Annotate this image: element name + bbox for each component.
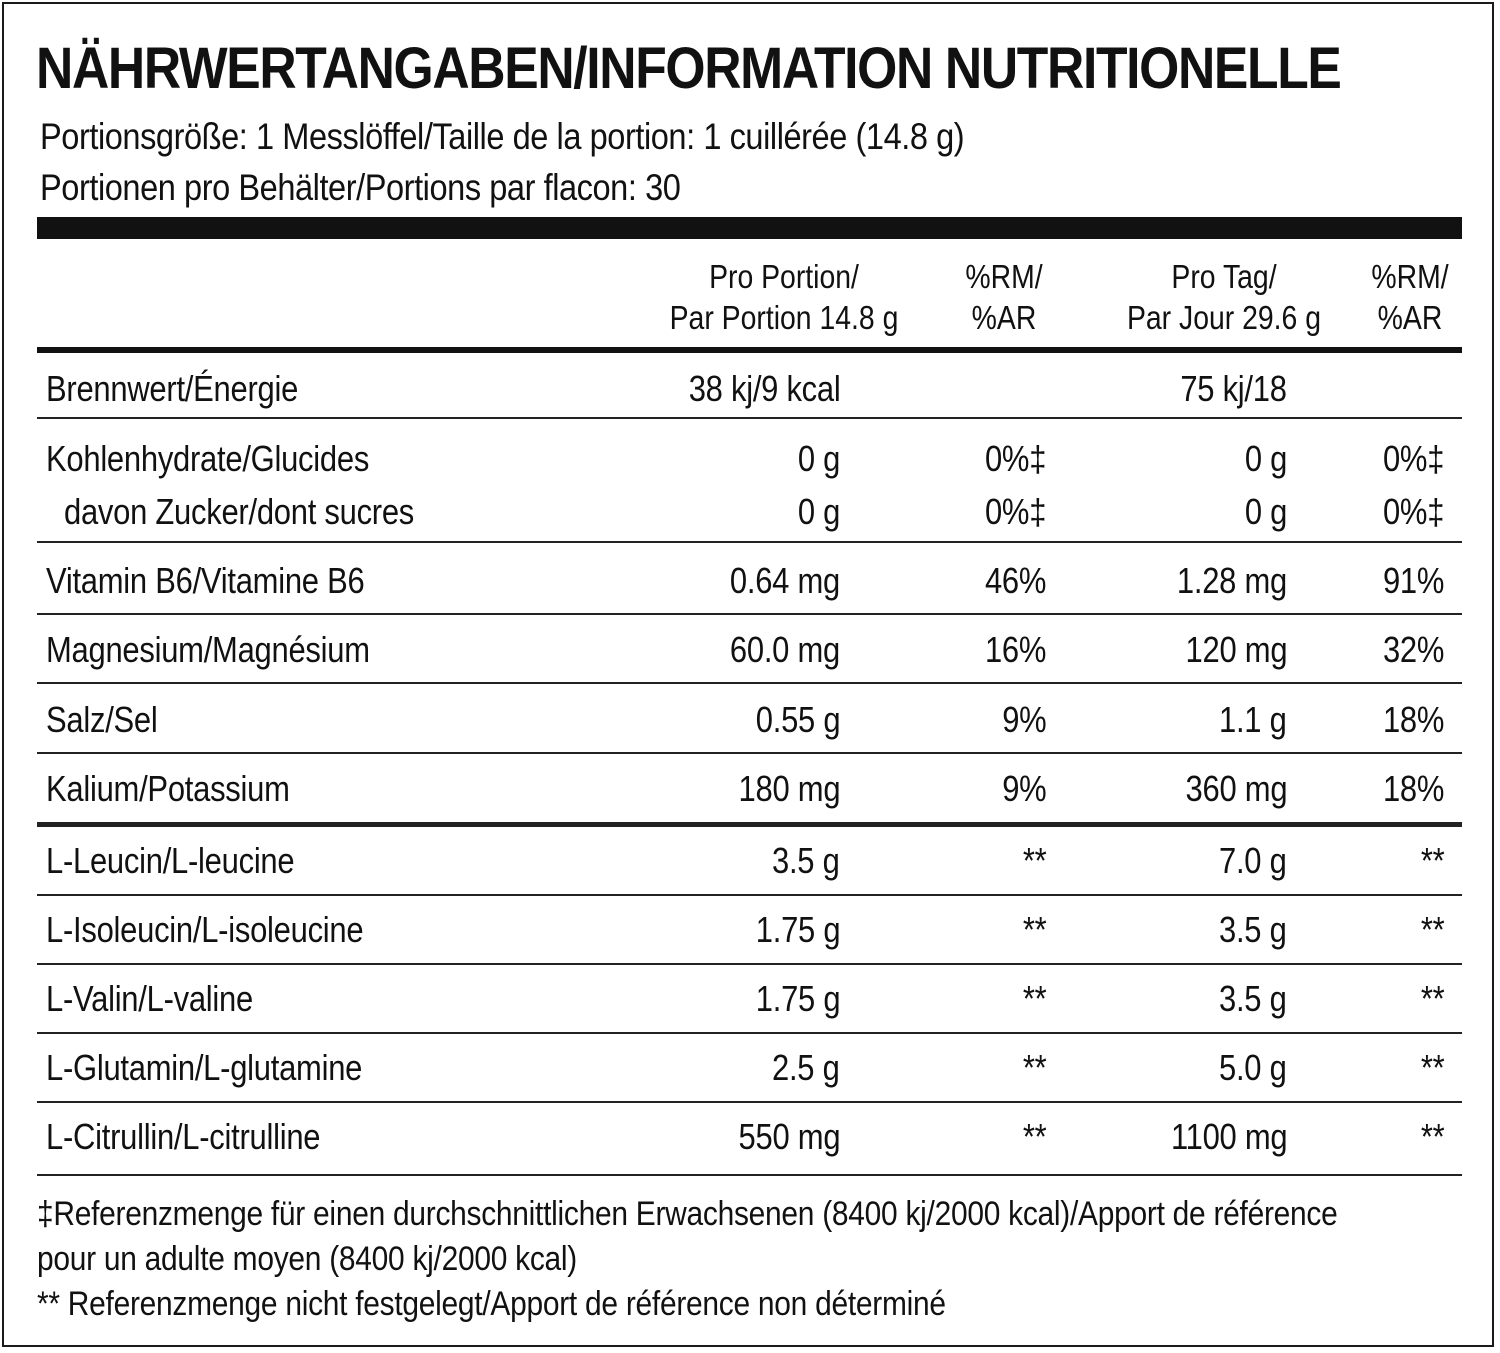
nutrient-label: L-Leucin/L-leucine: [46, 840, 295, 881]
nutrient-label: Brennwert/Énergie: [46, 368, 299, 409]
footnote-not-established: ** Referenzmenge nicht festgelegt/Apport…: [37, 1285, 946, 1323]
row-divider: [37, 1101, 1462, 1103]
rm-portion-value: **: [1022, 1116, 1046, 1157]
per-day-value: 75 kj/18: [1180, 368, 1288, 409]
header-rm-day: %RM/ %AR: [1358, 257, 1461, 339]
top-thick-rule: [37, 217, 1462, 239]
row-divider: [37, 963, 1462, 965]
header-rm-portion-line2: %AR: [971, 298, 1037, 336]
nutrient-label: Kohlenhydrate/Glucides: [46, 438, 370, 479]
rm-portion-value: 9%: [1001, 699, 1046, 740]
row-divider: [37, 752, 1462, 754]
header-per-day: Pro Tag/ Par Jour 29.6 g: [1095, 257, 1353, 339]
rm-portion-value: **: [1022, 909, 1046, 950]
per-portion-value: 3.5 g: [772, 840, 840, 881]
rm-portion-value: 9%: [1001, 768, 1046, 809]
header-per-portion-line2: Par Portion 14.8 g: [669, 298, 899, 336]
per-day-value: 5.0 g: [1219, 1047, 1287, 1088]
footnote-reference-line2: pour un adulte moyen (8400 kj/2000 kcal): [37, 1240, 577, 1278]
rm-day-value: 18%: [1382, 768, 1444, 809]
nutrient-label: Vitamin B6/Vitamine B6: [46, 560, 365, 601]
rm-day-value: 18%: [1382, 699, 1444, 740]
row-divider: [37, 822, 1462, 827]
footnote-reference-line1: ‡Referenzmenge für einen durchschnittlic…: [37, 1195, 1338, 1233]
per-day-value: 0 g: [1244, 438, 1288, 479]
nutrient-label: L-Glutamin/L-glutamine: [46, 1047, 363, 1088]
nutrient-label: Magnesium/Magnésium: [46, 629, 370, 670]
header-rm-portion-line1: %RM/: [965, 258, 1043, 295]
per-portion-value: 2.5 g: [772, 1047, 840, 1088]
rm-day-value: **: [1420, 1116, 1444, 1157]
per-day-value: 1100 mg: [1170, 1116, 1288, 1157]
per-day-value: 0 g: [1244, 491, 1288, 532]
header-rm-day-line1: %RM/: [1371, 258, 1449, 295]
per-day-value: 120 mg: [1185, 629, 1287, 670]
rm-day-value: 0%‡: [1382, 491, 1444, 532]
per-portion-value: 1.75 g: [755, 978, 840, 1019]
rm-portion-value: 16%: [984, 629, 1046, 670]
per-portion-value: 38 kj/9 kcal: [688, 368, 840, 409]
nutrient-label: Salz/Sel: [46, 699, 158, 740]
header-per-day-line1: Pro Tag/: [1171, 258, 1277, 295]
per-portion-value: 0.64 mg: [729, 560, 840, 601]
rm-portion-value: **: [1022, 840, 1046, 881]
header-rm-day-line2: %AR: [1377, 298, 1443, 336]
per-portion-value: 0 g: [797, 438, 841, 479]
rm-day-value: **: [1420, 1047, 1444, 1088]
rm-portion-value: 0%‡: [984, 491, 1046, 532]
per-day-value: 3.5 g: [1219, 978, 1287, 1019]
per-portion-value: 1.75 g: [755, 909, 840, 950]
per-day-value: 1.28 mg: [1176, 560, 1287, 601]
nutrient-label: L-Isoleucin/L-isoleucine: [46, 909, 364, 950]
per-day-value: 360 mg: [1185, 768, 1287, 809]
row-divider: [37, 682, 1462, 684]
per-portion-value: 60.0 mg: [729, 629, 840, 670]
per-portion-value: 0 g: [797, 491, 841, 532]
nutrient-label: Kalium/Potassium: [46, 768, 290, 809]
per-portion-value: 0.55 g: [755, 699, 840, 740]
header-per-portion: Pro Portion/ Par Portion 14.8 g: [655, 257, 913, 339]
header-rm-portion: %RM/ %AR: [952, 257, 1055, 339]
header-per-portion-line1: Pro Portion/: [709, 258, 859, 295]
per-day-value: 3.5 g: [1219, 909, 1287, 950]
nutrient-label: davon Zucker/dont sucres: [64, 491, 415, 532]
table-bottom-rule: [37, 1174, 1462, 1176]
per-portion-value: 550 mg: [738, 1116, 840, 1157]
rm-day-value: 0%‡: [1382, 438, 1444, 479]
row-divider: [37, 1032, 1462, 1034]
row-divider: [37, 894, 1462, 896]
rm-day-value: 91%: [1382, 560, 1444, 601]
panel-title: NÄHRWERTANGABEN/INFORMATION NUTRITIONELL…: [36, 36, 1342, 101]
nutrient-label: L-Citrullin/L-citrulline: [46, 1116, 321, 1157]
row-divider: [37, 613, 1462, 615]
row-divider: [37, 541, 1462, 543]
rm-day-value: 32%: [1382, 629, 1444, 670]
rm-portion-value: **: [1022, 978, 1046, 1019]
rm-day-value: **: [1420, 978, 1444, 1019]
nutrient-label: L-Valin/L-valine: [46, 978, 253, 1019]
rm-day-value: **: [1420, 909, 1444, 950]
per-day-value: 1.1 g: [1219, 699, 1287, 740]
rm-portion-value: **: [1022, 1047, 1046, 1088]
header-rule: [37, 347, 1462, 353]
serving-size: Portionsgröße: 1 Messlöffel/Taille de la…: [40, 116, 965, 157]
header-per-day-line2: Par Jour 29.6 g: [1126, 298, 1322, 336]
rm-day-value: **: [1420, 840, 1444, 881]
per-day-value: 7.0 g: [1219, 840, 1287, 881]
row-divider: [37, 417, 1462, 419]
rm-portion-value: 0%‡: [984, 438, 1046, 479]
rm-portion-value: 46%: [984, 560, 1046, 601]
per-portion-value: 180 mg: [738, 768, 840, 809]
servings-per-container: Portionen pro Behälter/Portions par flac…: [40, 167, 681, 208]
